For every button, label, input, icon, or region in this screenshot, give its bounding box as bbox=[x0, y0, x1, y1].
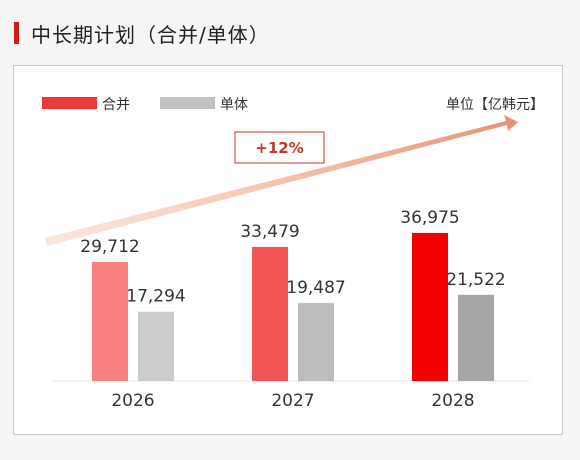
chart-marks: 29,712 17,294 2026 33,479 19,487 2027 36,975 21… bbox=[80, 208, 505, 411]
legend-swatch-standalone bbox=[160, 97, 215, 109]
growth-label: +12% bbox=[255, 139, 303, 157]
growth-label-box bbox=[234, 131, 325, 164]
bar-consolidated-2027 bbox=[252, 246, 288, 381]
title-row: 中长期计划（合并/单体） bbox=[14, 19, 270, 47]
bar-consolidated-2028 bbox=[412, 232, 448, 381]
legend-label-standalone: 单体 bbox=[220, 97, 248, 113]
data-label-standalone-2027: 19,487 bbox=[286, 278, 345, 298]
bar-standalone-2026 bbox=[138, 311, 174, 381]
x-tick-2027: 2027 bbox=[271, 391, 314, 411]
page-title: 中长期计划（合并/单体） bbox=[31, 22, 270, 47]
bar-standalone-2027 bbox=[298, 302, 334, 381]
x-tick-2026: 2026 bbox=[111, 391, 154, 411]
data-label-consolidated-2027: 33,479 bbox=[240, 222, 299, 242]
legend-label-consolidated: 合并 bbox=[102, 97, 130, 113]
bar-consolidated-2026 bbox=[92, 262, 128, 381]
title-accent-bar bbox=[14, 22, 19, 44]
data-label-standalone-2028: 21,522 bbox=[446, 270, 505, 290]
growth-arrow bbox=[45, 115, 518, 246]
data-label-consolidated-2026: 29,712 bbox=[80, 237, 139, 257]
unit-label: 单位【亿韩元】 bbox=[446, 97, 544, 113]
data-label-standalone-2026: 17,294 bbox=[126, 287, 185, 307]
x-tick-2028: 2028 bbox=[431, 391, 474, 411]
bar-standalone-2028 bbox=[458, 294, 494, 381]
data-label-consolidated-2028: 36,975 bbox=[400, 208, 459, 228]
legend-swatch-consolidated bbox=[42, 97, 97, 109]
